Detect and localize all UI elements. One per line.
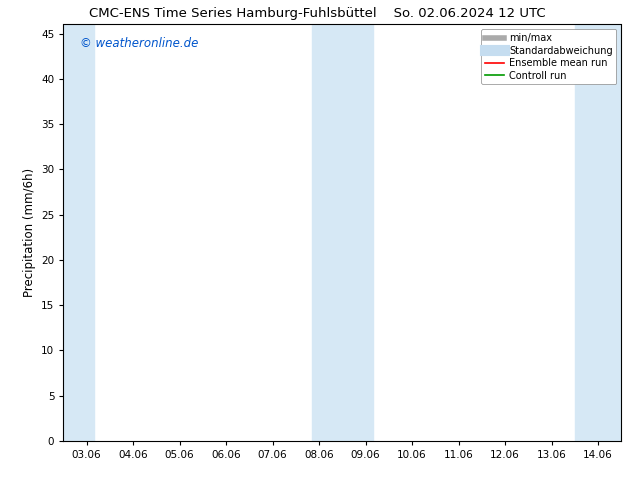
Legend: min/max, Standardabweichung, Ensemble mean run, Controll run: min/max, Standardabweichung, Ensemble me… [481, 29, 616, 84]
Bar [63, 24, 94, 441]
Bar [575, 24, 621, 441]
Text: © weatheronline.de: © weatheronline.de [80, 37, 198, 50]
Text: CMC-ENS Time Series Hamburg-Fuhlsbüttel    So. 02.06.2024 12 UTC: CMC-ENS Time Series Hamburg-Fuhlsbüttel … [89, 7, 545, 21]
Y-axis label: Precipitation (mm/6h): Precipitation (mm/6h) [23, 168, 36, 297]
Bar [312, 24, 373, 441]
